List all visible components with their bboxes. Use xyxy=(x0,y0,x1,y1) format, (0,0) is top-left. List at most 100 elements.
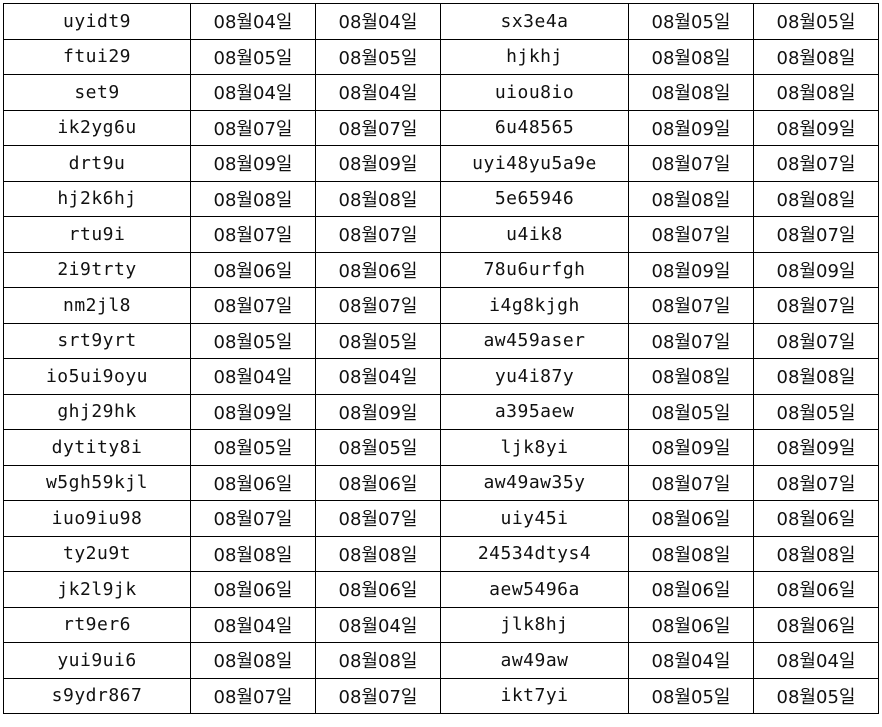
code-cell[interactable]: hjkhj xyxy=(440,38,629,75)
date-cell[interactable]: 08월08일 xyxy=(190,642,316,679)
date-cell[interactable]: 08월08일 xyxy=(753,535,879,572)
code-cell[interactable]: hj2k6hj xyxy=(3,180,191,217)
date-cell[interactable]: 08월04일 xyxy=(753,642,879,679)
date-cell[interactable]: 08월04일 xyxy=(190,3,316,40)
date-cell[interactable]: 08월06일 xyxy=(628,500,754,537)
code-cell[interactable]: 2i9trty xyxy=(3,251,191,288)
date-cell[interactable]: 08월09일 xyxy=(315,145,441,182)
date-cell[interactable]: 08월07일 xyxy=(753,145,879,182)
date-cell[interactable]: 08월04일 xyxy=(190,606,316,643)
code-cell[interactable]: jlk8hj xyxy=(440,606,629,643)
date-cell[interactable]: 08월04일 xyxy=(315,74,441,111)
code-cell[interactable]: 78u6urfgh xyxy=(440,251,629,288)
date-cell[interactable]: 08월07일 xyxy=(315,109,441,146)
date-cell[interactable]: 08월06일 xyxy=(628,606,754,643)
code-cell[interactable]: sx3e4a xyxy=(440,3,629,40)
code-cell[interactable]: uiou8io xyxy=(440,74,629,111)
code-cell[interactable]: u4ik8 xyxy=(440,216,629,253)
date-cell[interactable]: 08월09일 xyxy=(315,393,441,430)
date-cell[interactable]: 08월09일 xyxy=(628,429,754,466)
date-cell[interactable]: 08월05일 xyxy=(190,38,316,75)
date-cell[interactable]: 08월08일 xyxy=(753,358,879,395)
date-cell[interactable]: 08월09일 xyxy=(628,109,754,146)
date-cell[interactable]: 08월05일 xyxy=(753,677,879,714)
code-cell[interactable]: uiy45i xyxy=(440,500,629,537)
code-cell[interactable]: a395aew xyxy=(440,393,629,430)
code-cell[interactable]: s9ydr867 xyxy=(3,677,191,714)
date-cell[interactable]: 08월07일 xyxy=(753,216,879,253)
date-cell[interactable]: 08월08일 xyxy=(628,358,754,395)
code-cell[interactable]: ty2u9t xyxy=(3,535,191,572)
date-cell[interactable]: 08월07일 xyxy=(190,109,316,146)
date-cell[interactable]: 08월09일 xyxy=(628,251,754,288)
date-cell[interactable]: 08월08일 xyxy=(190,535,316,572)
date-cell[interactable]: 08월05일 xyxy=(315,322,441,359)
date-cell[interactable]: 08월05일 xyxy=(315,38,441,75)
code-cell[interactable]: ghj29hk xyxy=(3,393,191,430)
date-cell[interactable]: 08월06일 xyxy=(315,251,441,288)
date-cell[interactable]: 08월07일 xyxy=(628,464,754,501)
date-cell[interactable]: 08월07일 xyxy=(315,216,441,253)
code-cell[interactable]: 5e65946 xyxy=(440,180,629,217)
date-cell[interactable]: 08월05일 xyxy=(628,677,754,714)
date-cell[interactable]: 08월06일 xyxy=(315,464,441,501)
code-cell[interactable]: srt9yrt xyxy=(3,322,191,359)
date-cell[interactable]: 08월07일 xyxy=(628,216,754,253)
date-cell[interactable]: 08월07일 xyxy=(315,500,441,537)
date-cell[interactable]: 08월08일 xyxy=(753,74,879,111)
code-cell[interactable]: ftui29 xyxy=(3,38,191,75)
date-cell[interactable]: 08월06일 xyxy=(753,571,879,608)
date-cell[interactable]: 08월07일 xyxy=(628,322,754,359)
date-cell[interactable]: 08월08일 xyxy=(315,535,441,572)
date-cell[interactable]: 08월04일 xyxy=(190,74,316,111)
code-cell[interactable]: ik2yg6u xyxy=(3,109,191,146)
date-cell[interactable]: 08월04일 xyxy=(315,3,441,40)
date-cell[interactable]: 08월05일 xyxy=(753,3,879,40)
date-cell[interactable]: 08월06일 xyxy=(315,571,441,608)
date-cell[interactable]: 08월04일 xyxy=(190,358,316,395)
date-cell[interactable]: 08월06일 xyxy=(628,571,754,608)
date-cell[interactable]: 08월07일 xyxy=(753,464,879,501)
date-cell[interactable]: 08월08일 xyxy=(753,180,879,217)
code-cell[interactable]: aew5496a xyxy=(440,571,629,608)
date-cell[interactable]: 08월07일 xyxy=(315,677,441,714)
date-cell[interactable]: 08월08일 xyxy=(190,180,316,217)
code-cell[interactable]: i4g8kjgh xyxy=(440,287,629,324)
code-cell[interactable]: jk2l9jk xyxy=(3,571,191,608)
date-cell[interactable]: 08월08일 xyxy=(315,180,441,217)
date-cell[interactable]: 08월09일 xyxy=(190,145,316,182)
date-cell[interactable]: 08월07일 xyxy=(753,287,879,324)
date-cell[interactable]: 08월05일 xyxy=(628,393,754,430)
date-cell[interactable]: 08월08일 xyxy=(628,535,754,572)
date-cell[interactable]: 08월08일 xyxy=(753,38,879,75)
code-cell[interactable]: w5gh59kjl xyxy=(3,464,191,501)
date-cell[interactable]: 08월06일 xyxy=(190,251,316,288)
code-cell[interactable]: aw49aw xyxy=(440,642,629,679)
date-cell[interactable]: 08월07일 xyxy=(628,145,754,182)
date-cell[interactable]: 08월09일 xyxy=(753,109,879,146)
date-cell[interactable]: 08월07일 xyxy=(190,287,316,324)
date-cell[interactable]: 08월06일 xyxy=(190,464,316,501)
code-cell[interactable]: iuo9iu98 xyxy=(3,500,191,537)
code-cell[interactable]: 6u48565 xyxy=(440,109,629,146)
date-cell[interactable]: 08월06일 xyxy=(753,606,879,643)
date-cell[interactable]: 08월07일 xyxy=(315,287,441,324)
date-cell[interactable]: 08월05일 xyxy=(628,3,754,40)
code-cell[interactable]: 24534dtys4 xyxy=(440,535,629,572)
code-cell[interactable]: drt9u xyxy=(3,145,191,182)
code-cell[interactable]: io5ui9oyu xyxy=(3,358,191,395)
date-cell[interactable]: 08월04일 xyxy=(315,358,441,395)
date-cell[interactable]: 08월07일 xyxy=(190,677,316,714)
date-cell[interactable]: 08월05일 xyxy=(190,322,316,359)
date-cell[interactable]: 08월04일 xyxy=(315,606,441,643)
code-cell[interactable]: aw49aw35y xyxy=(440,464,629,501)
date-cell[interactable]: 08월05일 xyxy=(753,393,879,430)
code-cell[interactable]: dytity8i xyxy=(3,429,191,466)
date-cell[interactable]: 08월04일 xyxy=(628,642,754,679)
date-cell[interactable]: 08월09일 xyxy=(753,429,879,466)
code-cell[interactable]: nm2jl8 xyxy=(3,287,191,324)
date-cell[interactable]: 08월07일 xyxy=(190,500,316,537)
date-cell[interactable]: 08월07일 xyxy=(753,322,879,359)
date-cell[interactable]: 08월07일 xyxy=(190,216,316,253)
code-cell[interactable]: rtu9i xyxy=(3,216,191,253)
